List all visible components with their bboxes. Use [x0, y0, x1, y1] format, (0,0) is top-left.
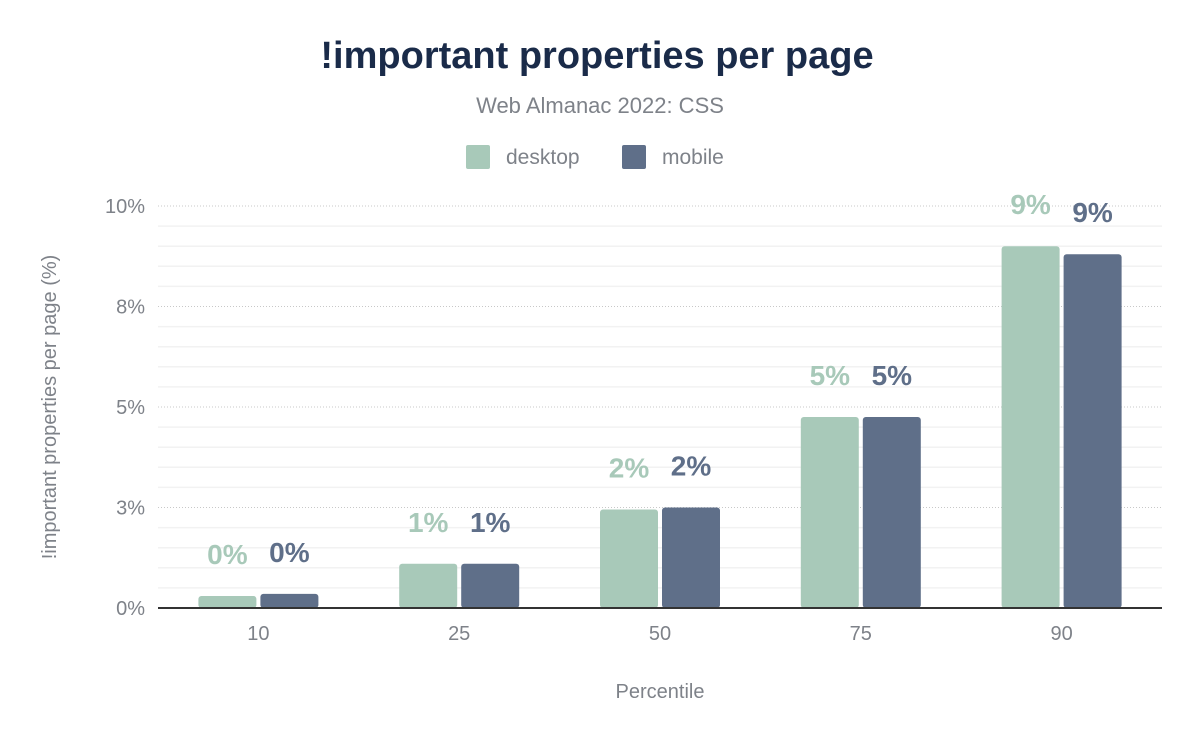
data-label-desktop: 9% — [1010, 189, 1051, 220]
data-label-mobile: 9% — [1072, 197, 1113, 228]
legend-label-desktop[interactable]: desktop — [506, 146, 580, 169]
y-tick-label: 5% — [116, 397, 145, 419]
bar-desktop[interactable] — [399, 563, 458, 608]
bar-mobile[interactable] — [260, 593, 319, 608]
data-label-mobile: 1% — [470, 507, 511, 538]
legend-label-mobile[interactable]: mobile — [662, 146, 724, 169]
data-label-desktop: 5% — [810, 360, 851, 391]
data-label-mobile: 2% — [671, 451, 712, 482]
legend-swatch-desktop[interactable] — [466, 145, 490, 169]
chart-subtitle: Web Almanac 2022: CSS — [476, 93, 724, 118]
y-tick-label: 10% — [105, 196, 145, 218]
y-tick-label: 3% — [116, 498, 145, 520]
x-tick-label: 75 — [850, 623, 872, 645]
gridlines — [158, 205, 1162, 589]
bar-desktop[interactable] — [1001, 246, 1060, 608]
x-tick-label: 50 — [649, 623, 671, 645]
x-tick-label: 25 — [448, 623, 470, 645]
bar-desktop[interactable] — [198, 595, 257, 608]
y-axis-ticks: 0% 3% 5% 8% 10% — [105, 196, 145, 620]
bar-mobile[interactable] — [862, 417, 921, 608]
chart-title: !important properties per page — [320, 35, 873, 77]
data-label-mobile: 0% — [269, 537, 310, 568]
bars: 0% 0% 1% 1% 2% 2% 5% 5% 9% 9% — [198, 189, 1122, 609]
bar-mobile[interactable] — [1063, 254, 1122, 609]
legend: desktop mobile — [466, 145, 724, 169]
bar-mobile[interactable] — [461, 563, 520, 608]
data-label-desktop: 2% — [609, 453, 650, 484]
legend-swatch-mobile[interactable] — [622, 145, 646, 169]
x-axis-ticks: 10 25 50 75 90 — [247, 623, 1072, 645]
bar-desktop[interactable] — [800, 417, 859, 608]
x-tick-label: 10 — [247, 623, 269, 645]
data-label-mobile: 5% — [872, 360, 913, 391]
y-tick-label: 0% — [116, 598, 145, 620]
data-label-desktop: 0% — [207, 539, 248, 570]
x-axis-label: Percentile — [616, 681, 705, 703]
y-tick-label: 8% — [116, 297, 145, 319]
bar-desktop[interactable] — [600, 509, 658, 608]
y-axis-label: !important properties per page (%) — [39, 255, 61, 560]
bar-mobile[interactable] — [662, 507, 720, 609]
x-tick-label: 90 — [1050, 623, 1072, 645]
data-label-desktop: 1% — [408, 507, 449, 538]
